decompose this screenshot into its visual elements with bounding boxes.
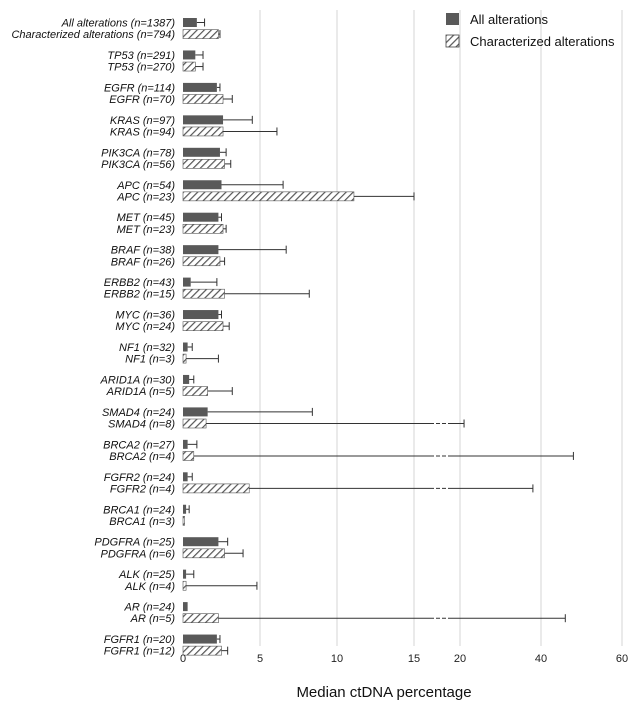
category-label-characterized-alterations-n-794: Characterized alterations (n=794) xyxy=(11,29,175,41)
category-label-nf1-n-3: NF1 (n=3) xyxy=(125,354,175,366)
category-label-nf1-n-32: NF1 (n=32) xyxy=(119,342,175,354)
category-label-fgfr2-n-4: FGFR2 (n=4) xyxy=(110,483,175,495)
bars xyxy=(182,18,574,656)
category-label-ar-n-24: AR (n=24) xyxy=(124,602,176,614)
category-label-fgfr1-n-12: FGFR1 (n=12) xyxy=(104,646,176,658)
category-label-pdgfra-n-6: PDGFRA (n=6) xyxy=(101,548,176,560)
x-tick-label-15: 15 xyxy=(408,653,420,665)
bar-nf1-n-3 xyxy=(182,353,187,364)
bar-arid1a-n-30 xyxy=(183,374,190,384)
bar-myc-n-36 xyxy=(183,310,219,320)
x-tick-label-40: 40 xyxy=(535,653,547,665)
category-label-egfr-n-70: EGFR (n=70) xyxy=(109,94,175,106)
bar-pdgfra-n-25 xyxy=(183,537,219,547)
category-label-egfr-n-114: EGFR (n=114) xyxy=(104,82,175,94)
bar-egfr-n-114 xyxy=(183,82,217,92)
bar-all-alterations-n-1387 xyxy=(183,18,197,27)
bar-braf-n-38 xyxy=(183,245,219,255)
legend: All alterations Characterized alteration… xyxy=(445,12,615,49)
bar-kras-n-94 xyxy=(182,126,224,137)
x-axis-title: Median ctDNA percentage xyxy=(296,684,471,701)
bar-brca2-n-27 xyxy=(183,439,188,449)
bar-smad4-n-8 xyxy=(182,418,207,429)
category-label-pdgfra-n-25: PDGFRA (n=25) xyxy=(94,537,175,549)
bar-alk-n-25 xyxy=(183,569,187,579)
category-label-tp53-n-291: TP53 (n=291) xyxy=(107,50,175,62)
x-tick-label-0: 0 xyxy=(180,653,186,665)
x-tick-labels: 0 5 10 15 20 40 60 xyxy=(180,653,628,665)
bar-erbb2-n-15 xyxy=(182,288,225,299)
category-label-erbb2-n-43: ERBB2 (n=43) xyxy=(104,277,176,289)
bar-erbb2-n-43 xyxy=(183,277,191,287)
category-label-arid1a-n-30: ARID1A (n=30) xyxy=(100,374,176,386)
category-label-kras-n-94: KRAS (n=94) xyxy=(110,126,175,138)
category-label-fgfr1-n-20: FGFR1 (n=20) xyxy=(104,634,176,646)
bar-kras-n-97 xyxy=(183,115,224,125)
x-tick-label-60: 60 xyxy=(616,653,628,665)
category-label-alk-n-4: ALK (n=4) xyxy=(124,581,175,593)
legend-label-all-alterations: All alterations xyxy=(470,12,549,27)
category-label-apc-n-23: APC (n=23) xyxy=(116,191,175,203)
bar-apc-n-23 xyxy=(182,191,355,202)
category-label-brca1-n-3: BRCA1 (n=3) xyxy=(109,516,175,528)
bar-fgfr2-n-24 xyxy=(183,472,188,482)
category-label-brca1-n-24: BRCA1 (n=24) xyxy=(103,504,175,516)
x-tick-label-10: 10 xyxy=(331,653,343,665)
category-label-met-n-45: MET (n=45) xyxy=(117,212,176,224)
category-label-apc-n-54: APC (n=54) xyxy=(116,180,175,192)
axis-break-marks xyxy=(430,422,452,620)
bar-nf1-n-32 xyxy=(183,342,188,352)
bar-apc-n-54 xyxy=(183,180,222,190)
category-label-all-alterations-n-1387: All alterations (n=1387) xyxy=(61,18,176,30)
category-label-brca2-n-27: BRCA2 (n=27) xyxy=(103,439,175,451)
bar-ar-n-24 xyxy=(183,602,188,612)
bar-ar-n-5 xyxy=(182,613,219,624)
category-label-erbb2-n-15: ERBB2 (n=15) xyxy=(104,289,176,301)
category-label-alk-n-25: ALK (n=25) xyxy=(118,569,175,581)
bar-met-n-45 xyxy=(183,212,219,222)
category-label-tp53-n-270: TP53 (n=270) xyxy=(107,62,175,74)
category-label-arid1a-n-5: ARID1A (n=5) xyxy=(106,386,176,398)
category-label-smad4-n-24: SMAD4 (n=24) xyxy=(102,407,175,419)
bar-met-n-23 xyxy=(182,224,224,234)
bar-fgfr1-n-20 xyxy=(183,634,217,644)
bar-fgfr1-n-12 xyxy=(182,645,222,656)
legend-label-characterized-alterations: Characterized alterations xyxy=(470,34,615,49)
bar-brca1-n-3 xyxy=(182,516,185,526)
bar-smad4-n-24 xyxy=(183,407,208,417)
legend-swatch-all-alterations xyxy=(446,13,459,25)
bar-brca1-n-24 xyxy=(183,504,187,514)
bar-pik3ca-n-78 xyxy=(183,147,220,157)
bar-tp53-n-270 xyxy=(182,61,196,72)
category-label-myc-n-36: MYC (n=36) xyxy=(115,310,175,322)
x-tick-label-20: 20 xyxy=(454,653,466,665)
gridlines xyxy=(259,10,623,646)
bar-characterized-alterations-n-794 xyxy=(182,29,219,39)
category-label-met-n-23: MET (n=23) xyxy=(117,224,176,236)
category-label-myc-n-24: MYC (n=24) xyxy=(115,321,175,333)
category-label-pik3ca-n-56: PIK3CA (n=56) xyxy=(101,159,175,171)
bar-braf-n-26 xyxy=(182,256,221,267)
category-label-braf-n-38: BRAF (n=38) xyxy=(111,245,176,257)
bar-pdgfra-n-6 xyxy=(182,548,225,559)
bar-myc-n-24 xyxy=(182,321,224,331)
category-label-fgfr2-n-24: FGFR2 (n=24) xyxy=(104,472,176,484)
category-label-smad4-n-8: SMAD4 (n=8) xyxy=(108,419,175,431)
bar-egfr-n-70 xyxy=(182,94,224,104)
category-label-ar-n-5: AR (n=5) xyxy=(130,613,176,625)
category-label-pik3ca-n-78: PIK3CA (n=78) xyxy=(101,147,175,159)
bar-pik3ca-n-56 xyxy=(182,159,225,169)
category-label-kras-n-97: KRAS (n=97) xyxy=(110,115,175,127)
x-tick-label-5: 5 xyxy=(257,653,263,665)
bar-tp53-n-291 xyxy=(183,50,196,60)
legend-swatch-characterized-alterations xyxy=(445,34,460,48)
category-label-brca2-n-4: BRCA2 (n=4) xyxy=(109,451,175,463)
category-label-braf-n-26: BRAF (n=26) xyxy=(111,256,176,268)
bar-fgfr2-n-4 xyxy=(182,483,250,494)
category-labels: All alterations (n=1387)Characterized al… xyxy=(11,18,175,658)
bar-alk-n-4 xyxy=(182,580,187,591)
bar-brca2-n-4 xyxy=(182,451,195,461)
bar-arid1a-n-5 xyxy=(182,386,208,396)
